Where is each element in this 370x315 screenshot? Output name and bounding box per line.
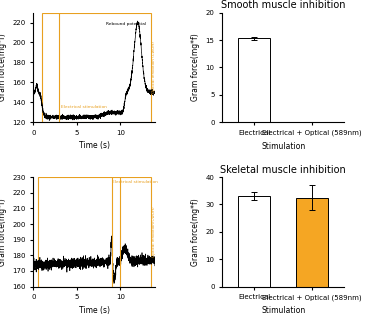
Text: Electrical stimulation: Electrical stimulation (61, 105, 107, 109)
Bar (238, 196, 270, 287)
Title: Skeletal muscle inhibition: Skeletal muscle inhibition (220, 165, 346, 175)
Y-axis label: Gram force(mg*f): Gram force(mg*f) (191, 198, 200, 266)
X-axis label: Time (s): Time (s) (79, 306, 110, 315)
Text: Electrical stimulation: Electrical stimulation (112, 180, 158, 184)
Y-axis label: Gram force(mg*f): Gram force(mg*f) (0, 33, 7, 101)
Bar (42, 13, 151, 122)
Text: Optical inhibition (CwOff): Optical inhibition (CwOff) (152, 42, 156, 93)
X-axis label: Stimulation: Stimulation (261, 306, 305, 315)
Y-axis label: Gram force(mg*f): Gram force(mg*f) (191, 33, 200, 101)
X-axis label: Stimulation: Stimulation (261, 142, 305, 151)
Y-axis label: Gram force(mg*f): Gram force(mg*f) (0, 198, 7, 266)
Text: Rebound potential: Rebound potential (107, 21, 147, 26)
Text: Optical inhibition(CwOff): Optical inhibition(CwOff) (152, 207, 156, 257)
Bar (296, 198, 328, 287)
Bar (238, 38, 270, 122)
X-axis label: Time (s): Time (s) (79, 141, 110, 151)
Title: Smooth muscle inhibition: Smooth muscle inhibition (221, 0, 346, 10)
